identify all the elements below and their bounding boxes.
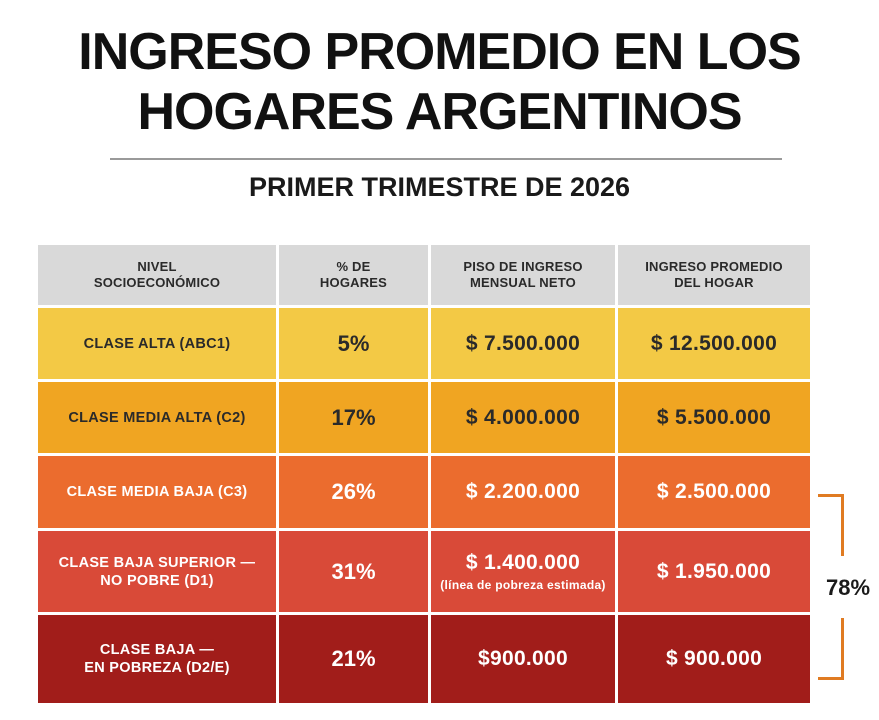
bracket-lower-stem	[841, 618, 844, 680]
bracket-78-percent	[818, 494, 848, 680]
cell-pct-hogares-text: 26%	[331, 479, 376, 504]
cell-nivel-text: CLASE MEDIA BAJA (C3)	[66, 484, 248, 500]
cell-pct-hogares: 5%	[279, 308, 428, 379]
cell-piso-ingreso-text: $ 4.000.000	[465, 405, 581, 429]
cell-ingreso-promedio: $ 5.500.000	[618, 382, 810, 453]
cell-piso-ingreso: $ 2.200.000	[431, 456, 615, 528]
cell-pct-hogares: 21%	[279, 615, 428, 703]
title-divider	[110, 158, 782, 160]
title-line-2: HOGARES ARGENTINOS	[137, 83, 742, 141]
page-title: INGRESO PROMEDIO EN LOS HOGARES ARGENTIN…	[0, 22, 879, 142]
cell-piso-ingreso: $ 7.500.000	[431, 308, 615, 379]
cell-ingreso-promedio-text: $ 2.500.000	[656, 480, 772, 503]
cell-piso-ingreso-text: $900.000	[478, 647, 568, 670]
cell-nivel: CLASE BAJA SUPERIOR — NO POBRE (D1)	[38, 531, 276, 612]
cell-nivel: CLASE BAJA — EN POBREZA (D2/E)	[38, 615, 276, 703]
cell-ingreso-promedio-text: $ 1.950.000	[656, 559, 772, 583]
cell-ingreso-promedio: $ 1.950.000	[618, 531, 810, 612]
poverty-line-note: (línea de pobreza estimada)	[440, 578, 606, 592]
header-piso-ingreso: PISO DE INGRESO MENSUAL NETO	[431, 245, 615, 305]
bracket-bottom-tick	[818, 677, 844, 680]
cell-nivel-text: CLASE MEDIA ALTA (C2)	[68, 409, 246, 426]
cell-pct-hogares-text: 5%	[337, 330, 370, 356]
cell-pct-hogares-text: 21%	[331, 646, 376, 671]
cell-pct-hogares: 17%	[279, 382, 428, 453]
header-pct-hogares: % DE HOGARES	[279, 245, 428, 305]
cell-piso-ingreso-text: $ 2.200.000	[465, 480, 581, 503]
cell-piso-ingreso-text: $ 7.500.000	[465, 331, 581, 355]
cell-pct-hogares-text: 17%	[331, 404, 376, 430]
cell-ingreso-promedio-text: $ 5.500.000	[656, 405, 772, 429]
header-nivel: NIVEL SOCIOECONÓMICO	[38, 245, 276, 305]
cell-ingreso-promedio: $ 900.000	[618, 615, 810, 703]
cell-nivel-text: CLASE BAJA — EN POBREZA (D2/E)	[84, 642, 230, 676]
cell-nivel: CLASE ALTA (ABC1)	[38, 308, 276, 379]
cell-pct-hogares: 26%	[279, 456, 428, 528]
cell-ingreso-promedio-text: $ 12.500.000	[650, 331, 778, 355]
cell-ingreso-promedio: $ 12.500.000	[618, 308, 810, 379]
page-subtitle: PRIMER TRIMESTRE DE 2026	[248, 172, 631, 202]
cell-nivel: CLASE MEDIA ALTA (C2)	[38, 382, 276, 453]
header-ingreso-promedio: INGRESO PROMEDIO DEL HOGAR	[618, 245, 810, 305]
cell-pct-hogares-text: 31%	[331, 558, 376, 584]
income-table: NIVEL SOCIOECONÓMICO% DE HOGARES PISO DE …	[38, 245, 810, 703]
cell-piso-ingreso-text: $ 1.400.000	[465, 551, 581, 574]
cell-ingreso-promedio: $ 2.500.000	[618, 456, 810, 528]
bracket-top-tick	[818, 494, 844, 497]
cell-nivel-text: CLASE ALTA (ABC1)	[83, 335, 231, 352]
cell-piso-ingreso: $900.000	[431, 615, 615, 703]
cell-piso-ingreso: $ 4.000.000	[431, 382, 615, 453]
cell-pct-hogares: 31%	[279, 531, 428, 612]
cell-piso-ingreso: $ 1.400.000 (línea de pobreza estimada)	[431, 531, 615, 612]
bracket-upper-stem	[841, 494, 844, 556]
title-line-1: INGRESO PROMEDIO EN LOS	[78, 23, 801, 81]
cell-ingreso-promedio-text: $ 900.000	[665, 647, 763, 670]
bracket-label: 78%	[825, 575, 871, 600]
cell-nivel-text: CLASE BAJA SUPERIOR — NO POBRE (D1)	[58, 554, 256, 589]
cell-nivel: CLASE MEDIA BAJA (C3)	[38, 456, 276, 528]
